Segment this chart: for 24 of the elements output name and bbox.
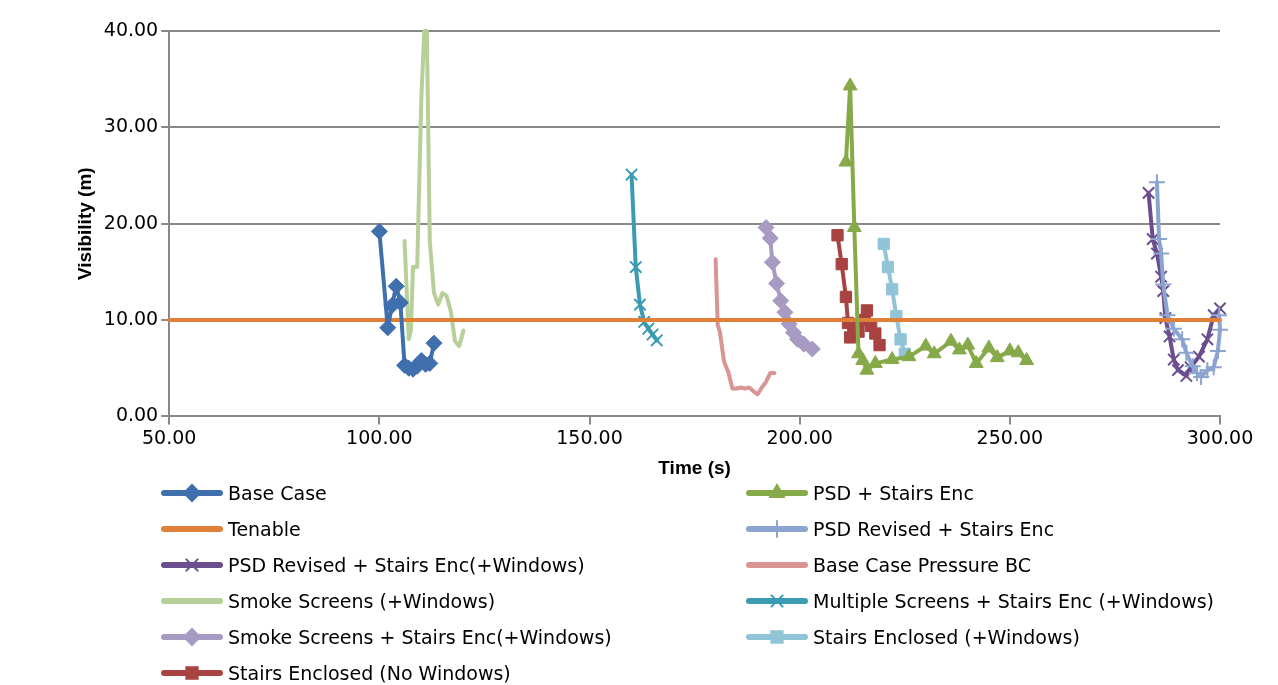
x-tick-label: 100.00 bbox=[346, 425, 413, 448]
legend-label: Stairs Enclosed (+Windows) bbox=[813, 625, 1080, 648]
x-tick-label: 300.00 bbox=[1186, 425, 1254, 448]
legend-label: Stairs Enclosed (No Windows) bbox=[228, 661, 511, 684]
y-tick-label: 40.00 bbox=[103, 17, 159, 40]
legend-label: PSD Revised + Stairs Enc bbox=[813, 517, 1055, 540]
legend-label: Multiple Screens + Stairs Enc (+Windows) bbox=[813, 589, 1215, 612]
x-tick-label: 200.00 bbox=[766, 425, 833, 448]
legend-label: Base Case Pressure BC bbox=[813, 553, 1031, 576]
y-tick-label: 30.00 bbox=[103, 114, 159, 137]
legend-label: Smoke Screens (+Windows) bbox=[228, 589, 496, 612]
y-tick-label: 20.00 bbox=[103, 210, 159, 233]
y-tick-label: 0.00 bbox=[115, 403, 159, 426]
legend-label: PSD + Stairs Enc bbox=[813, 481, 974, 504]
x-tick-label: 150.00 bbox=[556, 425, 623, 448]
y-axis-title: Visibility (m) bbox=[73, 167, 95, 281]
legend-label: Smoke Screens + Stairs Enc(+Windows) bbox=[228, 625, 612, 648]
legend-label: Tenable bbox=[228, 517, 301, 540]
x-axis-title: Time (s) bbox=[658, 456, 731, 478]
x-tick-label: 250.00 bbox=[976, 425, 1044, 448]
y-tick-label: 10.00 bbox=[103, 306, 159, 329]
x-tick-label: 50.00 bbox=[141, 425, 197, 448]
legend-label: Base Case bbox=[228, 481, 327, 504]
legend-label: PSD Revised + Stairs Enc(+Windows) bbox=[228, 553, 585, 576]
